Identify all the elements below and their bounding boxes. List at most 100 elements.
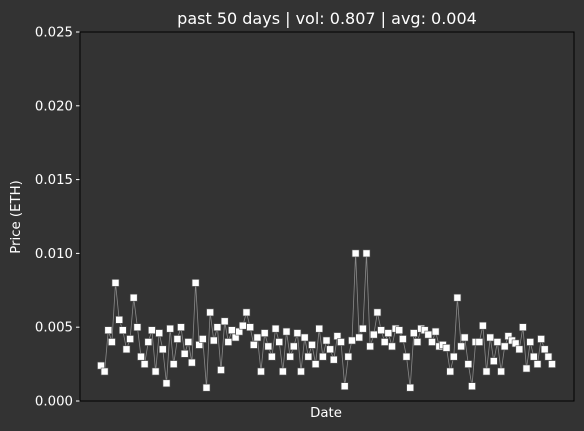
data-point xyxy=(202,383,211,392)
data-point xyxy=(169,360,178,368)
data-point xyxy=(210,336,218,345)
data-point xyxy=(286,352,294,361)
data-point xyxy=(453,293,462,302)
data-point xyxy=(479,321,487,330)
data-point xyxy=(268,352,276,361)
data-point xyxy=(148,326,156,335)
data-point xyxy=(544,352,553,361)
data-point xyxy=(100,367,109,376)
data-point xyxy=(337,338,345,346)
data-point xyxy=(366,342,374,351)
data-point xyxy=(475,338,484,346)
data-point xyxy=(348,336,356,345)
data-point xyxy=(224,338,233,346)
data-point xyxy=(144,338,153,346)
y-tick-label: 0.020 xyxy=(35,99,73,114)
data-point xyxy=(399,335,407,343)
data-point xyxy=(239,321,247,330)
data-point xyxy=(155,329,163,337)
data-point xyxy=(519,323,527,332)
data-point xyxy=(253,333,262,342)
data-point xyxy=(199,335,207,343)
data-point xyxy=(380,338,389,346)
data-point xyxy=(486,333,495,342)
data-point xyxy=(122,345,131,354)
data-point xyxy=(326,345,334,354)
data-point xyxy=(355,333,364,342)
data-point xyxy=(369,330,378,339)
data-point xyxy=(548,360,556,368)
data-point xyxy=(180,349,189,358)
data-point xyxy=(460,333,469,342)
chart-title: past 50 days | vol: 0.807 | avg: 0.004 xyxy=(177,9,477,28)
data-point xyxy=(246,323,254,332)
plot-area xyxy=(97,249,556,392)
data-point xyxy=(526,338,535,346)
data-point xyxy=(329,355,338,364)
data-point xyxy=(260,329,269,337)
data-point xyxy=(522,364,531,373)
data-point xyxy=(159,345,167,354)
data-point xyxy=(322,336,331,345)
data-point xyxy=(257,367,265,376)
data-point xyxy=(311,360,320,368)
data-point xyxy=(468,382,476,391)
data-point xyxy=(275,338,284,346)
data-point xyxy=(388,342,396,351)
data-point xyxy=(271,324,280,333)
data-point xyxy=(406,383,415,392)
data-point xyxy=(184,338,193,346)
data-point xyxy=(497,367,505,376)
data-point xyxy=(515,345,524,354)
data-point xyxy=(377,326,385,335)
data-point xyxy=(264,342,273,351)
data-point xyxy=(213,323,222,332)
data-point xyxy=(446,367,455,376)
data-point xyxy=(228,326,236,335)
y-tick-label: 0.015 xyxy=(35,173,73,188)
data-point xyxy=(250,341,258,349)
data-point xyxy=(173,335,182,343)
data-point xyxy=(457,342,465,351)
x-axis-title: Date xyxy=(310,406,342,421)
data-point xyxy=(413,338,422,346)
data-point xyxy=(129,293,138,302)
y-axis-title: Price (ETH) xyxy=(9,180,24,254)
data-point xyxy=(108,338,116,346)
data-point xyxy=(133,323,142,332)
data-point xyxy=(395,326,404,335)
data-point xyxy=(289,342,298,351)
data-point xyxy=(493,338,502,346)
data-point xyxy=(191,279,200,287)
data-point xyxy=(162,379,171,388)
data-point xyxy=(351,249,360,258)
data-point xyxy=(297,367,305,376)
axes-frame xyxy=(79,31,575,402)
data-point xyxy=(409,329,418,337)
data-point xyxy=(449,352,458,361)
data-point xyxy=(428,338,436,346)
data-point xyxy=(137,352,145,361)
data-point xyxy=(126,335,134,343)
data-point xyxy=(464,360,473,368)
data-point xyxy=(344,352,353,361)
data-point xyxy=(533,360,542,368)
data-point xyxy=(166,324,174,333)
data-point xyxy=(300,333,309,342)
y-axis: 0.000 0.005 0.010 0.015 0.020 0.025 xyxy=(35,26,80,410)
data-point xyxy=(359,324,367,333)
data-point xyxy=(500,342,509,351)
data-point xyxy=(489,357,498,365)
data-point xyxy=(188,358,196,367)
data-point xyxy=(119,326,127,335)
data-point xyxy=(308,341,316,349)
data-point xyxy=(279,367,287,376)
y-tick-label: 0.005 xyxy=(35,321,73,336)
data-point xyxy=(482,367,491,376)
y-tick-label: 0.025 xyxy=(35,26,73,41)
data-point xyxy=(424,330,433,339)
data-point xyxy=(431,327,440,336)
data-point xyxy=(111,279,120,287)
